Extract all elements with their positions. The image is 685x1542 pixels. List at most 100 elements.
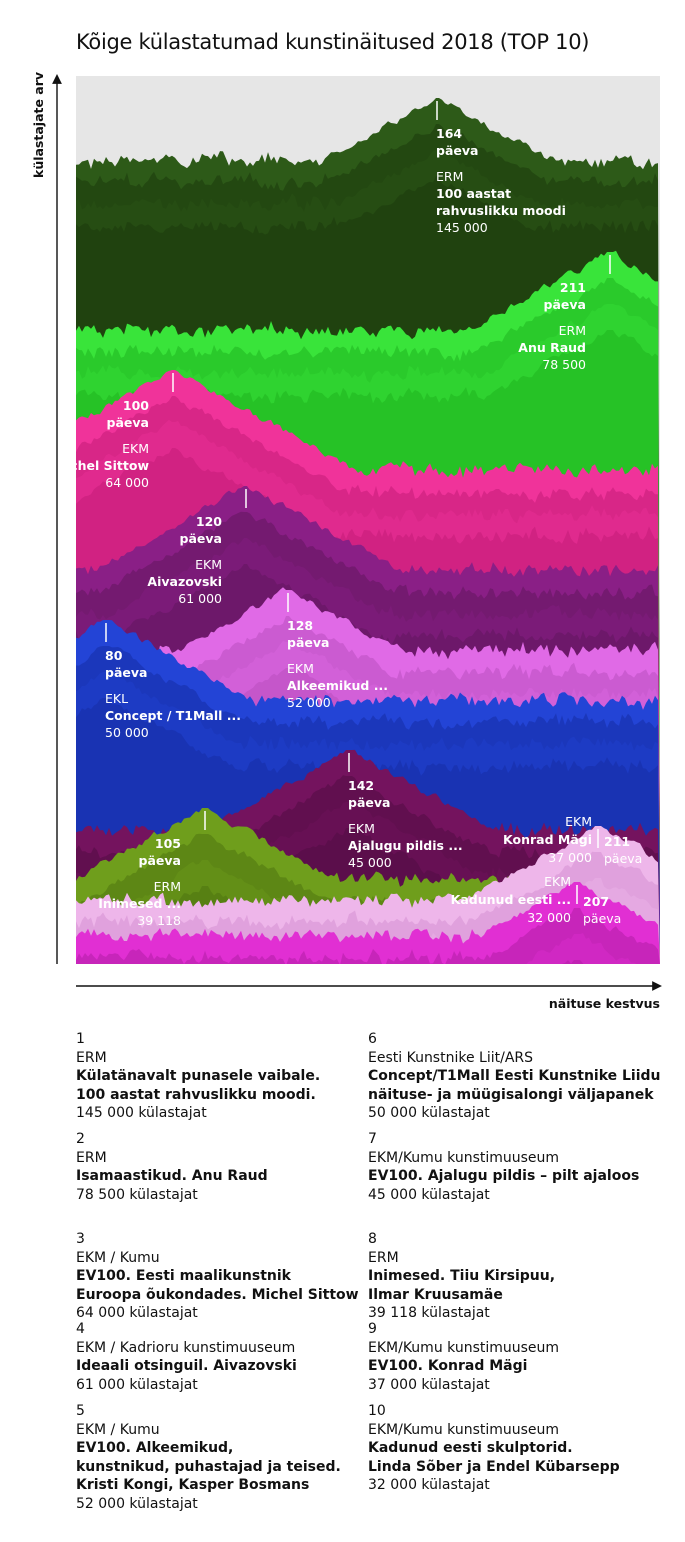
legend-num-8: 8 bbox=[368, 1231, 377, 1247]
legend-title-4: Ideaali otsinguil. Aivazovski bbox=[76, 1358, 297, 1374]
legend-org-3: EKM / Kumu bbox=[76, 1249, 160, 1266]
legend-title-2: Isamaastikud. Anu Raud bbox=[76, 1168, 268, 1184]
peak-org-3: EKM bbox=[122, 441, 149, 456]
legend-org-9: EKM/Kumu kunstimuuseum bbox=[368, 1339, 560, 1356]
peak-unit-6: päeva bbox=[105, 665, 147, 680]
peak-visitors-5: 52 000 bbox=[287, 695, 331, 710]
legend-num-1: 1 bbox=[76, 1031, 85, 1047]
peak-visitors-1: 145 000 bbox=[436, 220, 488, 235]
peak-days-4: 120 bbox=[196, 514, 222, 529]
peak-unit-1: päeva bbox=[436, 143, 478, 158]
peak-days-10: 207 bbox=[583, 894, 609, 909]
peak-title-1-1: rahvuslikku moodi bbox=[436, 203, 566, 218]
legend-num-3: 3 bbox=[76, 1231, 85, 1247]
legend-visitors-3: 64 000 külastajat bbox=[76, 1305, 198, 1321]
peak-visitors-7: 45 000 bbox=[348, 855, 392, 870]
peak-org-6: EKL bbox=[105, 691, 128, 706]
legend-org-6: Eesti Kunstnike Liit/ARS bbox=[368, 1049, 534, 1066]
legend-title-5: EV100. Alkeemikud, kunstnikud, puhastaja… bbox=[76, 1440, 341, 1493]
legend-org-10: EKM/Kumu kunstimuuseum bbox=[368, 1421, 560, 1438]
legend-visitors-7: 45 000 külastajat bbox=[368, 1186, 490, 1203]
peak-visitors-9: 37 000 bbox=[548, 850, 592, 865]
legend-org-4: EKM / Kadrioru kunstimuuseum bbox=[76, 1339, 296, 1356]
x-axis-label: näituse kestvus bbox=[549, 996, 660, 1011]
peak-unit-8: päeva bbox=[139, 853, 181, 868]
legend-entry-8: 8 ERM Inimesed. Tiiu Kirsipuu, Ilmar Kruus… bbox=[368, 1230, 668, 1323]
peak-org-10: EKM bbox=[544, 874, 571, 889]
legend-entry-7: 7 EKM/Kumu kunstimuuseum EV100. Ajalugu pi… bbox=[368, 1130, 668, 1204]
legend-visitors-6: 50 000 külastajat bbox=[368, 1105, 490, 1121]
legend-num-7: 7 bbox=[368, 1131, 377, 1147]
legend-num-4: 4 bbox=[76, 1321, 85, 1337]
legend-entry-1: 1 ERM Külatänavalt punasele vaibale. 100 a… bbox=[76, 1030, 376, 1123]
peak-title-2: Anu Raud bbox=[518, 340, 586, 355]
peak-visitors-2: 78 500 bbox=[542, 357, 586, 372]
peak-visitors-3: 64 000 bbox=[105, 475, 149, 490]
peak-days-1: 164 bbox=[436, 126, 462, 141]
legend-title-10: Kadunud eesti skulptorid. Linda Sõber ja… bbox=[368, 1440, 620, 1475]
peak-org-2: ERM bbox=[559, 323, 586, 338]
peak-title-8: Inimesed ... bbox=[98, 896, 181, 911]
legend-visitors-2: 78 500 külastajat bbox=[76, 1186, 198, 1203]
peak-unit-5: päeva bbox=[287, 635, 329, 650]
legend-org-2: ERM bbox=[76, 1149, 107, 1166]
peak-title-6: Concept / T1Mall ... bbox=[105, 708, 241, 723]
peak-days-2: 211 bbox=[560, 280, 586, 295]
mountain-chart: 164 päeva ERM 100 aastat rahvuslikku moodi 14… bbox=[31, 72, 662, 1011]
legend-entry-6: 6 Eesti Kunstnike Liit/ARS Concept/T1Mall … bbox=[368, 1030, 668, 1123]
legend-entry-10: 10 EKM/Kumu kunstimuuseum Kadunud eesti sk… bbox=[368, 1402, 668, 1495]
legend-num-5: 5 bbox=[76, 1403, 85, 1419]
peak-days-7: 142 bbox=[348, 778, 374, 793]
peak-title-1: 100 aastat bbox=[436, 186, 511, 201]
peak-org-4: EKM bbox=[195, 557, 222, 572]
peak-days-8: 105 bbox=[155, 836, 181, 851]
legend-visitors-10: 32 000 külastajat bbox=[368, 1477, 490, 1493]
peak-org-8: ERM bbox=[154, 879, 181, 894]
legend-entry-5: 5 EKM / Kumu EV100. Alkeemikud, kunstnikud… bbox=[76, 1402, 376, 1513]
mountain-10-ridge-2 bbox=[76, 933, 660, 964]
y-axis-label: külastajate arv bbox=[31, 72, 46, 178]
peak-visitors-8: 39 118 bbox=[137, 913, 181, 928]
peak-unit-9: päeva bbox=[604, 851, 642, 866]
chart-title: Kõige külastatumad kunstinäitused 2018 (… bbox=[76, 30, 590, 54]
legend-entry-2: 2 ERM Isamaastikud. Anu Raud 78 500 külasta… bbox=[76, 1130, 376, 1204]
peak-visitors-4: 61 000 bbox=[178, 591, 222, 606]
legend-num-6: 6 bbox=[368, 1031, 377, 1047]
peak-title-9: Konrad Mägi bbox=[503, 832, 592, 847]
peak-visitors-6: 50 000 bbox=[105, 725, 149, 740]
legend-visitors-8: 39 118 külastajat bbox=[368, 1305, 490, 1321]
peak-visitors-10: 32 000 bbox=[527, 910, 571, 925]
peak-org-9: EKM bbox=[565, 814, 592, 829]
legend-entry-9: 9 EKM/Kumu kunstimuuseum EV100. Konrad Mäg… bbox=[368, 1320, 668, 1394]
peak-title-5: Alkeemikud ... bbox=[287, 678, 388, 693]
legend-num-2: 2 bbox=[76, 1131, 85, 1147]
peak-title-4: Aivazovski bbox=[147, 574, 222, 589]
legend-visitors-9: 37 000 külastajat bbox=[368, 1376, 490, 1393]
legend-visitors-5: 52 000 külastajat bbox=[76, 1495, 198, 1512]
legend-entry-4: 4 EKM / Kadrioru kunstimuuseum Ideaali ots… bbox=[76, 1320, 376, 1394]
legend-title-3: EV100. Eesti maalikunstnik Euroopa õukon… bbox=[76, 1268, 359, 1303]
peak-title-10: Kadunud eesti ... bbox=[451, 892, 571, 907]
peak-unit-3: päeva bbox=[107, 415, 149, 430]
legend-num-10: 10 bbox=[368, 1403, 386, 1419]
peak-days-6: 80 bbox=[105, 648, 123, 663]
peak-unit-2: päeva bbox=[544, 297, 586, 312]
mountain-10-ridge-1 bbox=[76, 908, 660, 964]
legend-org-5: EKM / Kumu bbox=[76, 1421, 160, 1438]
mountain-10 bbox=[76, 882, 660, 964]
legend-org-7: EKM/Kumu kunstimuuseum bbox=[368, 1149, 560, 1166]
peak-title-3: Michel Sittow bbox=[53, 458, 149, 473]
peak-org-7: EKM bbox=[348, 821, 375, 836]
peak-org-1: ERM bbox=[436, 169, 463, 184]
legend-org-8: ERM bbox=[368, 1249, 399, 1266]
legend-title-1: Külatänavalt punasele vaibale. 100 aasta… bbox=[76, 1068, 321, 1103]
legend-title-6: Concept/T1Mall Eesti Kunstnike Liidu näi… bbox=[368, 1068, 661, 1103]
peak-org-5: EKM bbox=[287, 661, 314, 676]
legend-title-9: EV100. Konrad Mägi bbox=[368, 1358, 528, 1374]
legend-title-8: Inimesed. Tiiu Kirsipuu, Ilmar Kruusamäe bbox=[368, 1268, 556, 1303]
peak-days-3: 100 bbox=[123, 398, 149, 413]
peak-unit-10: päeva bbox=[583, 911, 621, 926]
legend-visitors-4: 61 000 külastajat bbox=[76, 1376, 198, 1393]
peak-title-7: Ajalugu pildis ... bbox=[348, 838, 463, 853]
legend-org-1: ERM bbox=[76, 1049, 107, 1066]
